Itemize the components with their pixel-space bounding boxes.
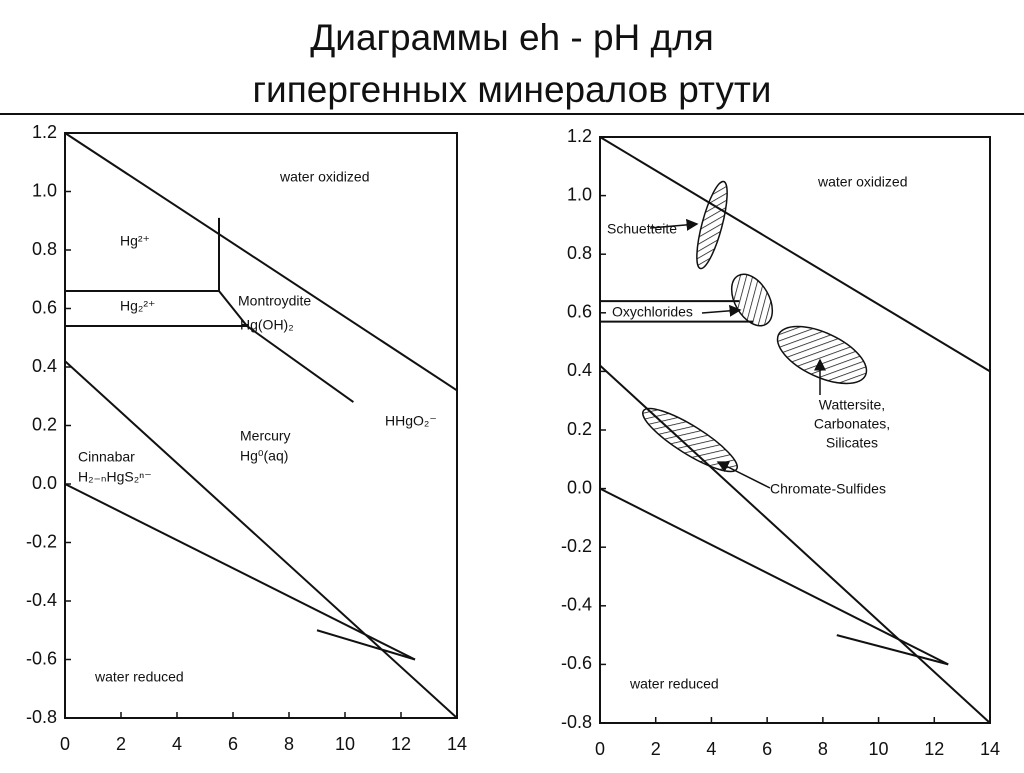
boundary-line bbox=[599, 364, 991, 724]
boundary-line bbox=[65, 290, 250, 328]
region-label: Hg(OH)₂ bbox=[240, 317, 294, 333]
y-tick-label: 0.2 bbox=[567, 419, 592, 439]
boundary-line bbox=[316, 629, 416, 661]
y-tick-label: 0.4 bbox=[32, 356, 57, 376]
region-label: Oxychlorides bbox=[612, 304, 693, 320]
chromate-sulfides-field bbox=[642, 407, 738, 473]
region-label: Mercury bbox=[240, 428, 291, 444]
title-line: Диаграммы eh - pH для bbox=[310, 17, 714, 58]
y-tick-label: -0.8 bbox=[26, 707, 57, 727]
region-label: Wattersite, bbox=[819, 397, 885, 413]
x-tick-label: 2 bbox=[116, 734, 126, 754]
y-tick-label: 0.0 bbox=[32, 473, 57, 493]
region-label: Chromate-Sulfides bbox=[770, 481, 886, 497]
y-tick-label: 1.0 bbox=[567, 184, 592, 204]
y-tick-label: 0.6 bbox=[32, 297, 57, 317]
boundary-line bbox=[599, 136, 991, 373]
y-tick-label: -0.6 bbox=[561, 653, 592, 673]
boundary-line bbox=[836, 634, 949, 666]
x-tick-label: 2 bbox=[651, 739, 661, 759]
wattersite-field bbox=[776, 325, 868, 385]
title-line: гипергенных минералов ртути bbox=[253, 69, 772, 110]
arrow bbox=[716, 461, 771, 489]
y-tick-label: 1.0 bbox=[32, 180, 57, 200]
x-tick-label: 8 bbox=[284, 734, 294, 754]
boundary-line bbox=[65, 217, 220, 292]
boundary-line bbox=[64, 132, 458, 392]
region-label: water reduced bbox=[94, 669, 184, 685]
y-tick-label: 0.6 bbox=[567, 302, 592, 322]
x-tick-label: 10 bbox=[335, 734, 355, 754]
y-tick-label: 0.0 bbox=[567, 477, 592, 497]
x-tick-label: 14 bbox=[980, 739, 1000, 759]
region-label: water oxidized bbox=[817, 174, 908, 190]
region-label: Silicates bbox=[826, 435, 878, 451]
region-label: Hg²⁺ bbox=[120, 233, 150, 249]
region-label: Carbonates, bbox=[814, 416, 890, 432]
arrow bbox=[701, 304, 742, 317]
x-tick-label: 6 bbox=[762, 739, 772, 759]
y-tick-label: -0.4 bbox=[561, 595, 592, 615]
x-tick-label: 0 bbox=[595, 739, 605, 759]
boundary-line bbox=[64, 483, 416, 661]
oxychlorides-field bbox=[730, 273, 774, 327]
region-label: Cinnabar bbox=[78, 449, 135, 465]
y-tick-label: -0.8 bbox=[561, 712, 592, 732]
y-tick-label: 0.8 bbox=[32, 239, 57, 259]
y-tick-label: 1.2 bbox=[567, 126, 592, 146]
y-tick-label: -0.6 bbox=[26, 648, 57, 668]
x-tick-label: 4 bbox=[172, 734, 182, 754]
region-label: water reduced bbox=[629, 676, 719, 692]
boundary-line bbox=[246, 325, 354, 403]
y-tick-label: -0.2 bbox=[26, 531, 57, 551]
boundary-line bbox=[599, 487, 949, 666]
y-tick-label: 0.4 bbox=[567, 360, 592, 380]
x-tick-label: 6 bbox=[228, 734, 238, 754]
y-tick-label: -0.4 bbox=[26, 590, 57, 610]
schuetteite-field bbox=[696, 180, 728, 270]
boundary-line bbox=[64, 360, 458, 719]
region-label: Montroydite bbox=[238, 293, 311, 309]
x-tick-label: 10 bbox=[869, 739, 889, 759]
x-tick-label: 12 bbox=[924, 739, 944, 759]
arrow bbox=[649, 218, 699, 231]
x-tick-label: 14 bbox=[447, 734, 467, 754]
region-label: H₂₋ₙHgS₂ⁿ⁻ bbox=[78, 469, 152, 485]
y-tick-label: 1.2 bbox=[32, 122, 57, 142]
y-tick-label: -0.2 bbox=[561, 536, 592, 556]
arrows bbox=[649, 218, 826, 489]
x-tick-label: 8 bbox=[818, 739, 828, 759]
region-label: Schuetteite bbox=[607, 221, 677, 237]
x-tick-label: 4 bbox=[706, 739, 716, 759]
region-label: water oxidized bbox=[279, 169, 370, 185]
y-tick-label: 0.2 bbox=[32, 414, 57, 434]
region-label: HHgO₂⁻ bbox=[385, 413, 437, 429]
y-tick-label: 0.8 bbox=[567, 243, 592, 263]
x-tick-label: 0 bbox=[60, 734, 70, 754]
region-label: Hg₂²⁺ bbox=[120, 298, 155, 314]
region-label: Hg⁰(aq) bbox=[240, 448, 288, 464]
x-tick-label: 12 bbox=[391, 734, 411, 754]
